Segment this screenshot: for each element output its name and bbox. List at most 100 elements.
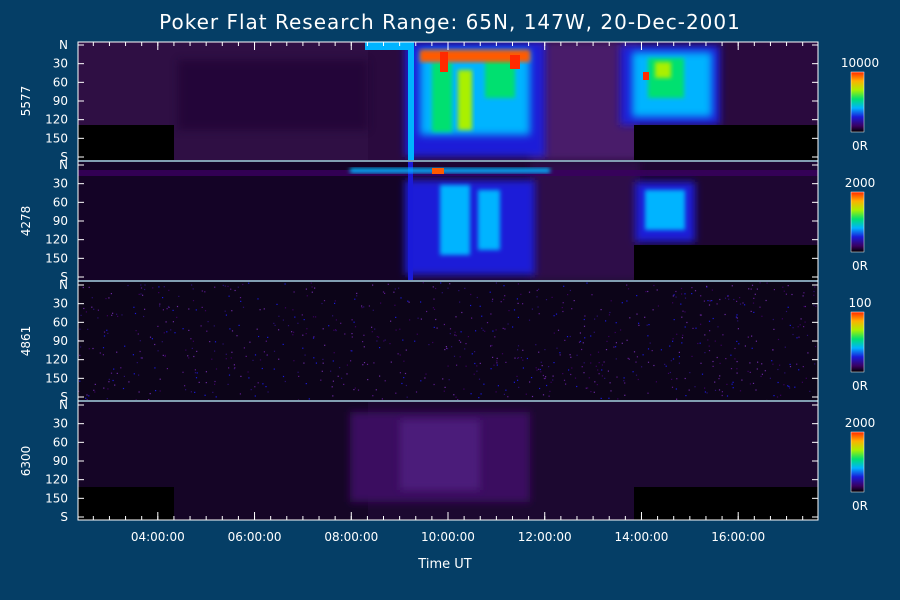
noise-speck (708, 350, 711, 352)
noise-speck (426, 310, 428, 313)
noise-speck (188, 357, 190, 359)
noise-speck (806, 334, 809, 336)
colorbar-max-label: 10000 (841, 56, 879, 70)
noise-speck (400, 297, 402, 299)
noise-speck (379, 347, 381, 349)
noise-speck (748, 288, 750, 290)
noise-speck (380, 302, 382, 304)
noise-speck (610, 300, 612, 302)
noise-speck (214, 350, 216, 352)
noise-speck (789, 366, 792, 368)
noise-speck (502, 327, 504, 329)
noise-speck (601, 375, 603, 377)
noise-speck (680, 287, 683, 290)
noise-speck (495, 282, 497, 284)
noise-speck (798, 336, 800, 338)
noise-speck (813, 290, 815, 293)
y-tick-label: 90 (53, 454, 68, 468)
y-tick-label: 120 (45, 233, 68, 247)
noise-speck (553, 332, 555, 334)
noise-speck (728, 298, 730, 300)
noise-speck (458, 339, 460, 342)
noise-speck (278, 358, 280, 360)
noise-speck (230, 357, 232, 359)
noise-speck (569, 335, 571, 338)
noise-speck (814, 363, 816, 365)
noise-speck (704, 391, 706, 393)
noise-speck (293, 291, 295, 293)
noise-speck (570, 373, 572, 376)
noise-speck (192, 340, 194, 342)
noise-speck (252, 359, 254, 361)
noise-speck (731, 383, 733, 385)
noise-speck (404, 372, 407, 375)
noise-speck (140, 287, 143, 289)
noise-speck (442, 378, 444, 380)
noise-speck (195, 309, 197, 311)
y-tick-label: 30 (53, 57, 68, 71)
noise-speck (159, 390, 161, 392)
noise-speck (133, 306, 135, 308)
noise-speck (284, 307, 287, 309)
noise-speck (571, 367, 573, 369)
noise-speck (257, 298, 259, 300)
noise-speck (569, 289, 571, 292)
noise-speck (755, 340, 757, 342)
noise-speck (351, 319, 353, 321)
noise-speck (539, 368, 541, 371)
noise-speck (735, 316, 737, 318)
noise-speck (546, 384, 548, 387)
noise-speck (676, 333, 678, 335)
noise-speck (633, 351, 636, 353)
noise-speck (205, 371, 207, 373)
noise-speck (649, 342, 651, 344)
noise-speck (322, 362, 324, 364)
noise-speck (91, 306, 93, 308)
noise-speck (162, 297, 164, 299)
noise-speck (353, 389, 355, 391)
noise-speck (503, 393, 505, 395)
noise-speck (200, 325, 202, 327)
noise-speck (213, 325, 215, 327)
y-tick-label: N (59, 278, 68, 292)
noise-speck (86, 394, 88, 396)
noise-speck (353, 321, 355, 323)
noise-speck (245, 355, 247, 357)
noise-speck (528, 291, 531, 293)
noise-speck (796, 337, 798, 339)
noise-speck (548, 395, 550, 397)
noise-speck (335, 319, 337, 321)
noise-speck (276, 303, 278, 305)
noise-speck (712, 317, 714, 320)
noise-speck (311, 286, 313, 288)
noise-speck (322, 328, 324, 330)
noise-speck (240, 300, 242, 302)
noise-speck (719, 298, 721, 301)
noise-speck (749, 371, 751, 373)
noise-speck (629, 317, 631, 319)
noise-speck (123, 375, 125, 377)
noise-speck (726, 383, 728, 385)
noise-speck (747, 336, 749, 338)
noise-speck (243, 347, 245, 349)
noise-speck (154, 367, 156, 369)
noise-speck (158, 286, 160, 288)
noise-speck (732, 387, 734, 389)
noise-speck (761, 373, 763, 375)
noise-speck (669, 371, 671, 374)
noise-speck (638, 324, 640, 326)
noise-speck (561, 307, 563, 309)
colorbar-max-label: 2000 (845, 176, 876, 190)
noise-speck (543, 377, 545, 380)
noise-speck (813, 294, 815, 296)
noise-speck (709, 300, 711, 302)
noise-speck (536, 289, 538, 292)
y-tick-label: 150 (45, 251, 68, 265)
noise-speck (601, 364, 603, 366)
noise-speck (83, 307, 85, 310)
noise-speck (168, 289, 170, 291)
noise-speck (573, 300, 575, 302)
noise-speck (494, 336, 496, 338)
noise-speck (780, 394, 782, 396)
noise-speck (603, 361, 605, 363)
